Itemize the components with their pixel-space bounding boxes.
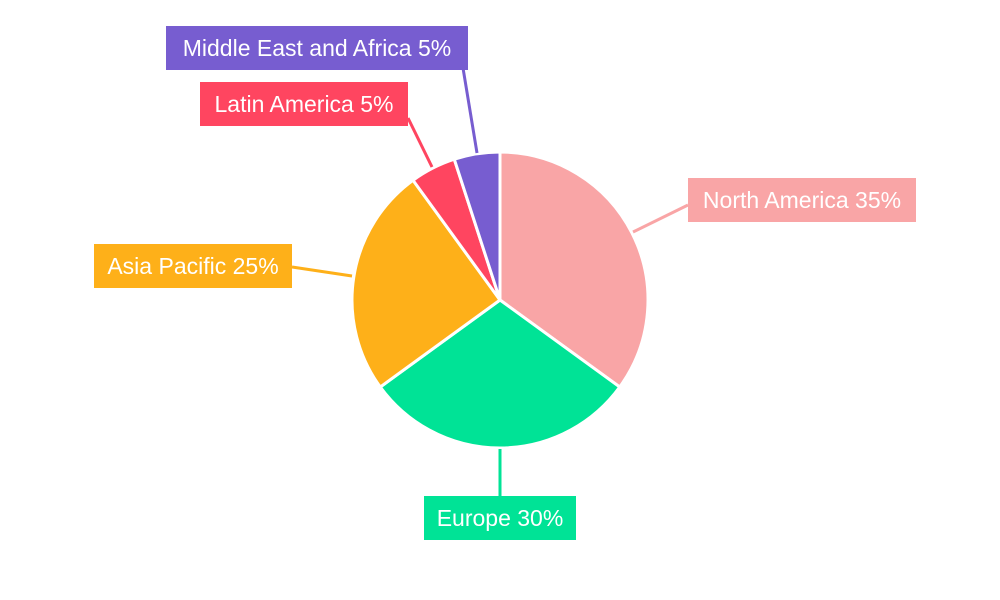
data-label: North America 35%: [703, 187, 901, 213]
data-label: Latin America 5%: [215, 91, 394, 117]
leader-line: [461, 67, 479, 154]
data-label: Asia Pacific 25%: [107, 253, 278, 279]
data-label: Middle East and Africa 5%: [183, 35, 451, 61]
data-label-box: [200, 82, 408, 126]
pie-slice-asia-pacific[interactable]: [350, 178, 503, 390]
pie-slice-europe[interactable]: [378, 298, 622, 450]
pie-slice-north-america[interactable]: [498, 150, 650, 390]
data-label-box: [688, 178, 916, 222]
data-label-box: [94, 244, 292, 288]
pie-slice-middle-east-and-africa[interactable]: [452, 150, 502, 301]
data-label: Europe 30%: [437, 505, 564, 531]
data-label-box: [424, 496, 576, 540]
leader-line: [291, 265, 353, 278]
leader-line: [632, 203, 689, 234]
data-label-box: [166, 26, 468, 70]
leader-line: [406, 117, 434, 168]
